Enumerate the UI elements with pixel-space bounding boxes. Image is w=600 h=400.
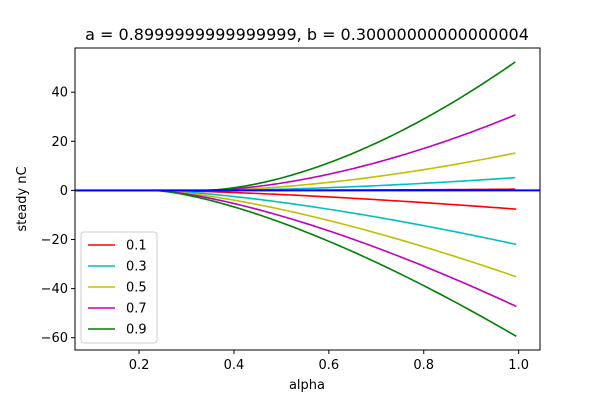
- y-tick-label: 20: [51, 135, 68, 150]
- legend-label: 0.1: [126, 239, 147, 254]
- x-tick-label: 0.8: [413, 358, 434, 373]
- chart-title: a = 0.8999999999999999, b = 0.3000000000…: [85, 25, 529, 44]
- y-axis-label: steady nC: [15, 166, 30, 231]
- y-tick-label: 0: [60, 184, 68, 199]
- legend-label: 0.7: [126, 302, 147, 317]
- series-line-0.7-upper: [202, 114, 516, 192]
- x-tick-label: 0.4: [224, 358, 245, 373]
- y-tick-label: −40: [41, 282, 68, 297]
- legend-label: 0.9: [126, 323, 147, 338]
- series-line-0.9-upper: [202, 61, 516, 192]
- x-tick-label: 0.2: [129, 358, 150, 373]
- x-tick-label: 1.0: [508, 358, 529, 373]
- axes-frame: [74, 47, 541, 351]
- series-line-0.5-upper: [202, 152, 516, 192]
- x-tick-label: 0.6: [319, 358, 340, 373]
- legend-label: 0.5: [126, 281, 147, 296]
- legend-label: 0.3: [126, 260, 147, 275]
- y-tick-label: −20: [41, 233, 68, 248]
- y-tick-label: 40: [51, 86, 68, 101]
- x-axis-ticks: 0.2 0.4 0.6 0.8 1.0: [129, 350, 529, 373]
- x-axis-label: alpha: [289, 378, 325, 393]
- legend-box: [80, 231, 158, 344]
- legend: 0.1 0.3 0.5 0.7 0.9: [80, 231, 158, 344]
- y-tick-label: −60: [41, 331, 68, 346]
- y-axis-ticks: −60 −40 −20 0 20 40: [41, 86, 75, 346]
- plot-lines: [75, 61, 540, 338]
